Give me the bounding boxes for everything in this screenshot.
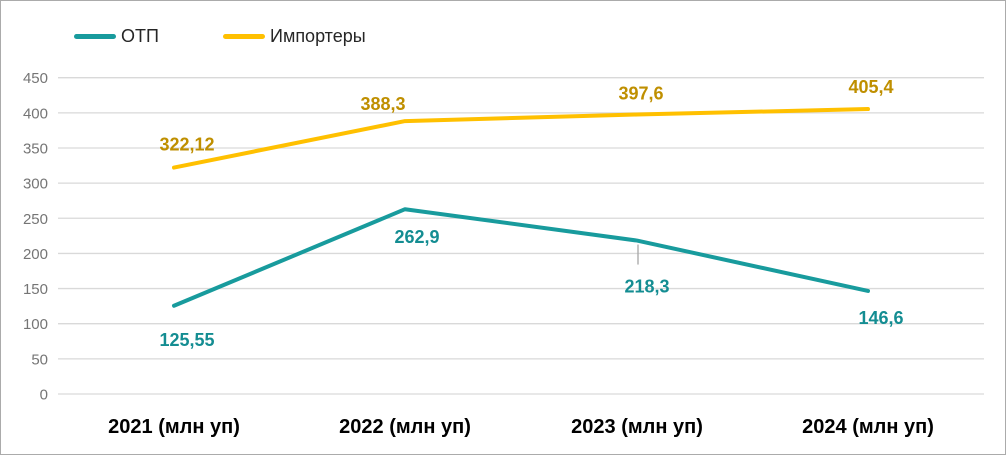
y-tick-label: 150 (23, 281, 48, 298)
x-axis-label: 2021 (млн уп) (108, 416, 240, 438)
legend-line-marker-0 (74, 33, 116, 39)
y-tick-label: 450 (23, 70, 48, 87)
series-line-1 (172, 107, 870, 170)
y-tick-label: 0 (40, 387, 48, 404)
data-label: 405,4 (848, 77, 893, 97)
x-axis-label: 2024 (млн уп) (802, 416, 934, 438)
legend-item-0: ОТП (74, 25, 159, 47)
x-axis-label: 2022 (млн уп) (339, 416, 471, 438)
data-label: 218,3 (624, 277, 669, 297)
y-tick-label: 50 (31, 351, 48, 368)
data-label: 125,55 (159, 330, 214, 350)
data-label: 388,3 (360, 94, 405, 114)
y-tick-label: 400 (23, 105, 48, 122)
chart-legend: ОТП Импортеры (1, 25, 1005, 49)
y-tick-label: 350 (23, 140, 48, 157)
data-label: 146,6 (858, 308, 903, 328)
data-label: 322,12 (159, 135, 214, 155)
y-tick-label: 300 (23, 176, 48, 193)
data-label: 262,9 (394, 227, 439, 247)
x-axis-label: 2023 (млн уп) (571, 416, 703, 438)
legend-label: ОТП (121, 26, 159, 46)
legend-label: Импортеры (270, 26, 366, 46)
y-tick-label: 200 (23, 246, 48, 263)
legend-item-1: Импортеры (223, 25, 366, 47)
legend-line-marker-1 (223, 33, 265, 39)
data-label: 397,6 (618, 84, 663, 104)
y-tick-label: 100 (23, 316, 48, 333)
y-tick-label: 250 (23, 211, 48, 228)
series-line-0 (172, 207, 870, 308)
